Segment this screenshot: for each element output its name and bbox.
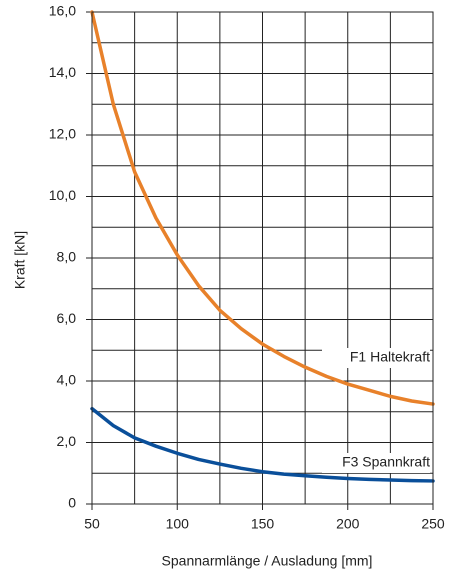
- y-tick-label: 8,0: [57, 249, 77, 265]
- x-tick-label: 200: [336, 516, 360, 532]
- y-tick-label: 0: [68, 495, 76, 511]
- x-tick-label: 100: [166, 516, 190, 532]
- series-label-bg: [322, 348, 430, 368]
- y-axis-label: Kraft [kN]: [12, 231, 28, 289]
- y-tick-label: 2,0: [57, 433, 77, 449]
- y-tick-label: 4,0: [57, 372, 77, 388]
- series-label: F3 Spannkraft: [342, 454, 430, 470]
- y-tick-label: 14,0: [49, 64, 76, 80]
- x-tick-label: 250: [421, 516, 445, 532]
- y-tick-label: 12,0: [49, 126, 76, 142]
- x-tick-label: 150: [251, 516, 275, 532]
- y-tick-label: 16,0: [49, 3, 76, 19]
- y-tick-label: 6,0: [57, 310, 77, 326]
- x-axis-label: Spannarmlänge / Ausladung [mm]: [162, 553, 373, 569]
- y-tick-label: 10,0: [49, 187, 76, 203]
- plot-frame: [91, 11, 434, 505]
- series-line: [90, 10, 435, 406]
- series-line: [90, 406, 435, 483]
- x-tick-label: 50: [84, 516, 100, 532]
- series-label-bg: [322, 453, 430, 473]
- series-label: F1 Haltekraft: [350, 349, 430, 365]
